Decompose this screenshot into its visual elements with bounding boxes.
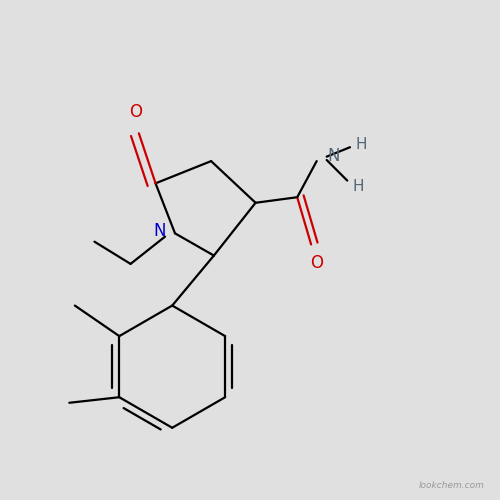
Text: O: O xyxy=(130,103,142,121)
Text: N: N xyxy=(328,146,340,164)
Text: lookchem.com: lookchem.com xyxy=(419,481,485,490)
Text: H: H xyxy=(356,137,367,152)
Text: O: O xyxy=(310,254,323,272)
Text: H: H xyxy=(353,178,364,194)
Text: N: N xyxy=(153,222,166,240)
